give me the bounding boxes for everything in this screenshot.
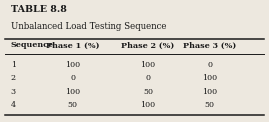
Text: 50: 50 xyxy=(205,101,215,109)
Text: Phase 2 (%): Phase 2 (%) xyxy=(121,41,175,50)
Text: 50: 50 xyxy=(143,88,153,96)
Text: 100: 100 xyxy=(140,101,155,109)
Text: 4: 4 xyxy=(11,101,16,109)
Text: 0: 0 xyxy=(146,74,150,82)
Text: Sequence: Sequence xyxy=(11,41,54,50)
Text: 100: 100 xyxy=(202,74,217,82)
Text: Unbalanced Load Testing Sequence: Unbalanced Load Testing Sequence xyxy=(11,22,166,31)
Text: 100: 100 xyxy=(65,61,80,69)
Text: Phase 3 (%): Phase 3 (%) xyxy=(183,41,236,50)
Text: 3: 3 xyxy=(11,88,16,96)
Text: 50: 50 xyxy=(68,101,78,109)
Text: TABLE 8.8: TABLE 8.8 xyxy=(11,5,67,15)
Text: 1: 1 xyxy=(11,61,16,69)
Text: 0: 0 xyxy=(70,74,75,82)
Text: 100: 100 xyxy=(202,88,217,96)
Text: 2: 2 xyxy=(11,74,16,82)
Text: 100: 100 xyxy=(65,88,80,96)
Text: 0: 0 xyxy=(207,61,212,69)
Text: 100: 100 xyxy=(140,61,155,69)
Text: Phase 1 (%): Phase 1 (%) xyxy=(46,41,99,50)
